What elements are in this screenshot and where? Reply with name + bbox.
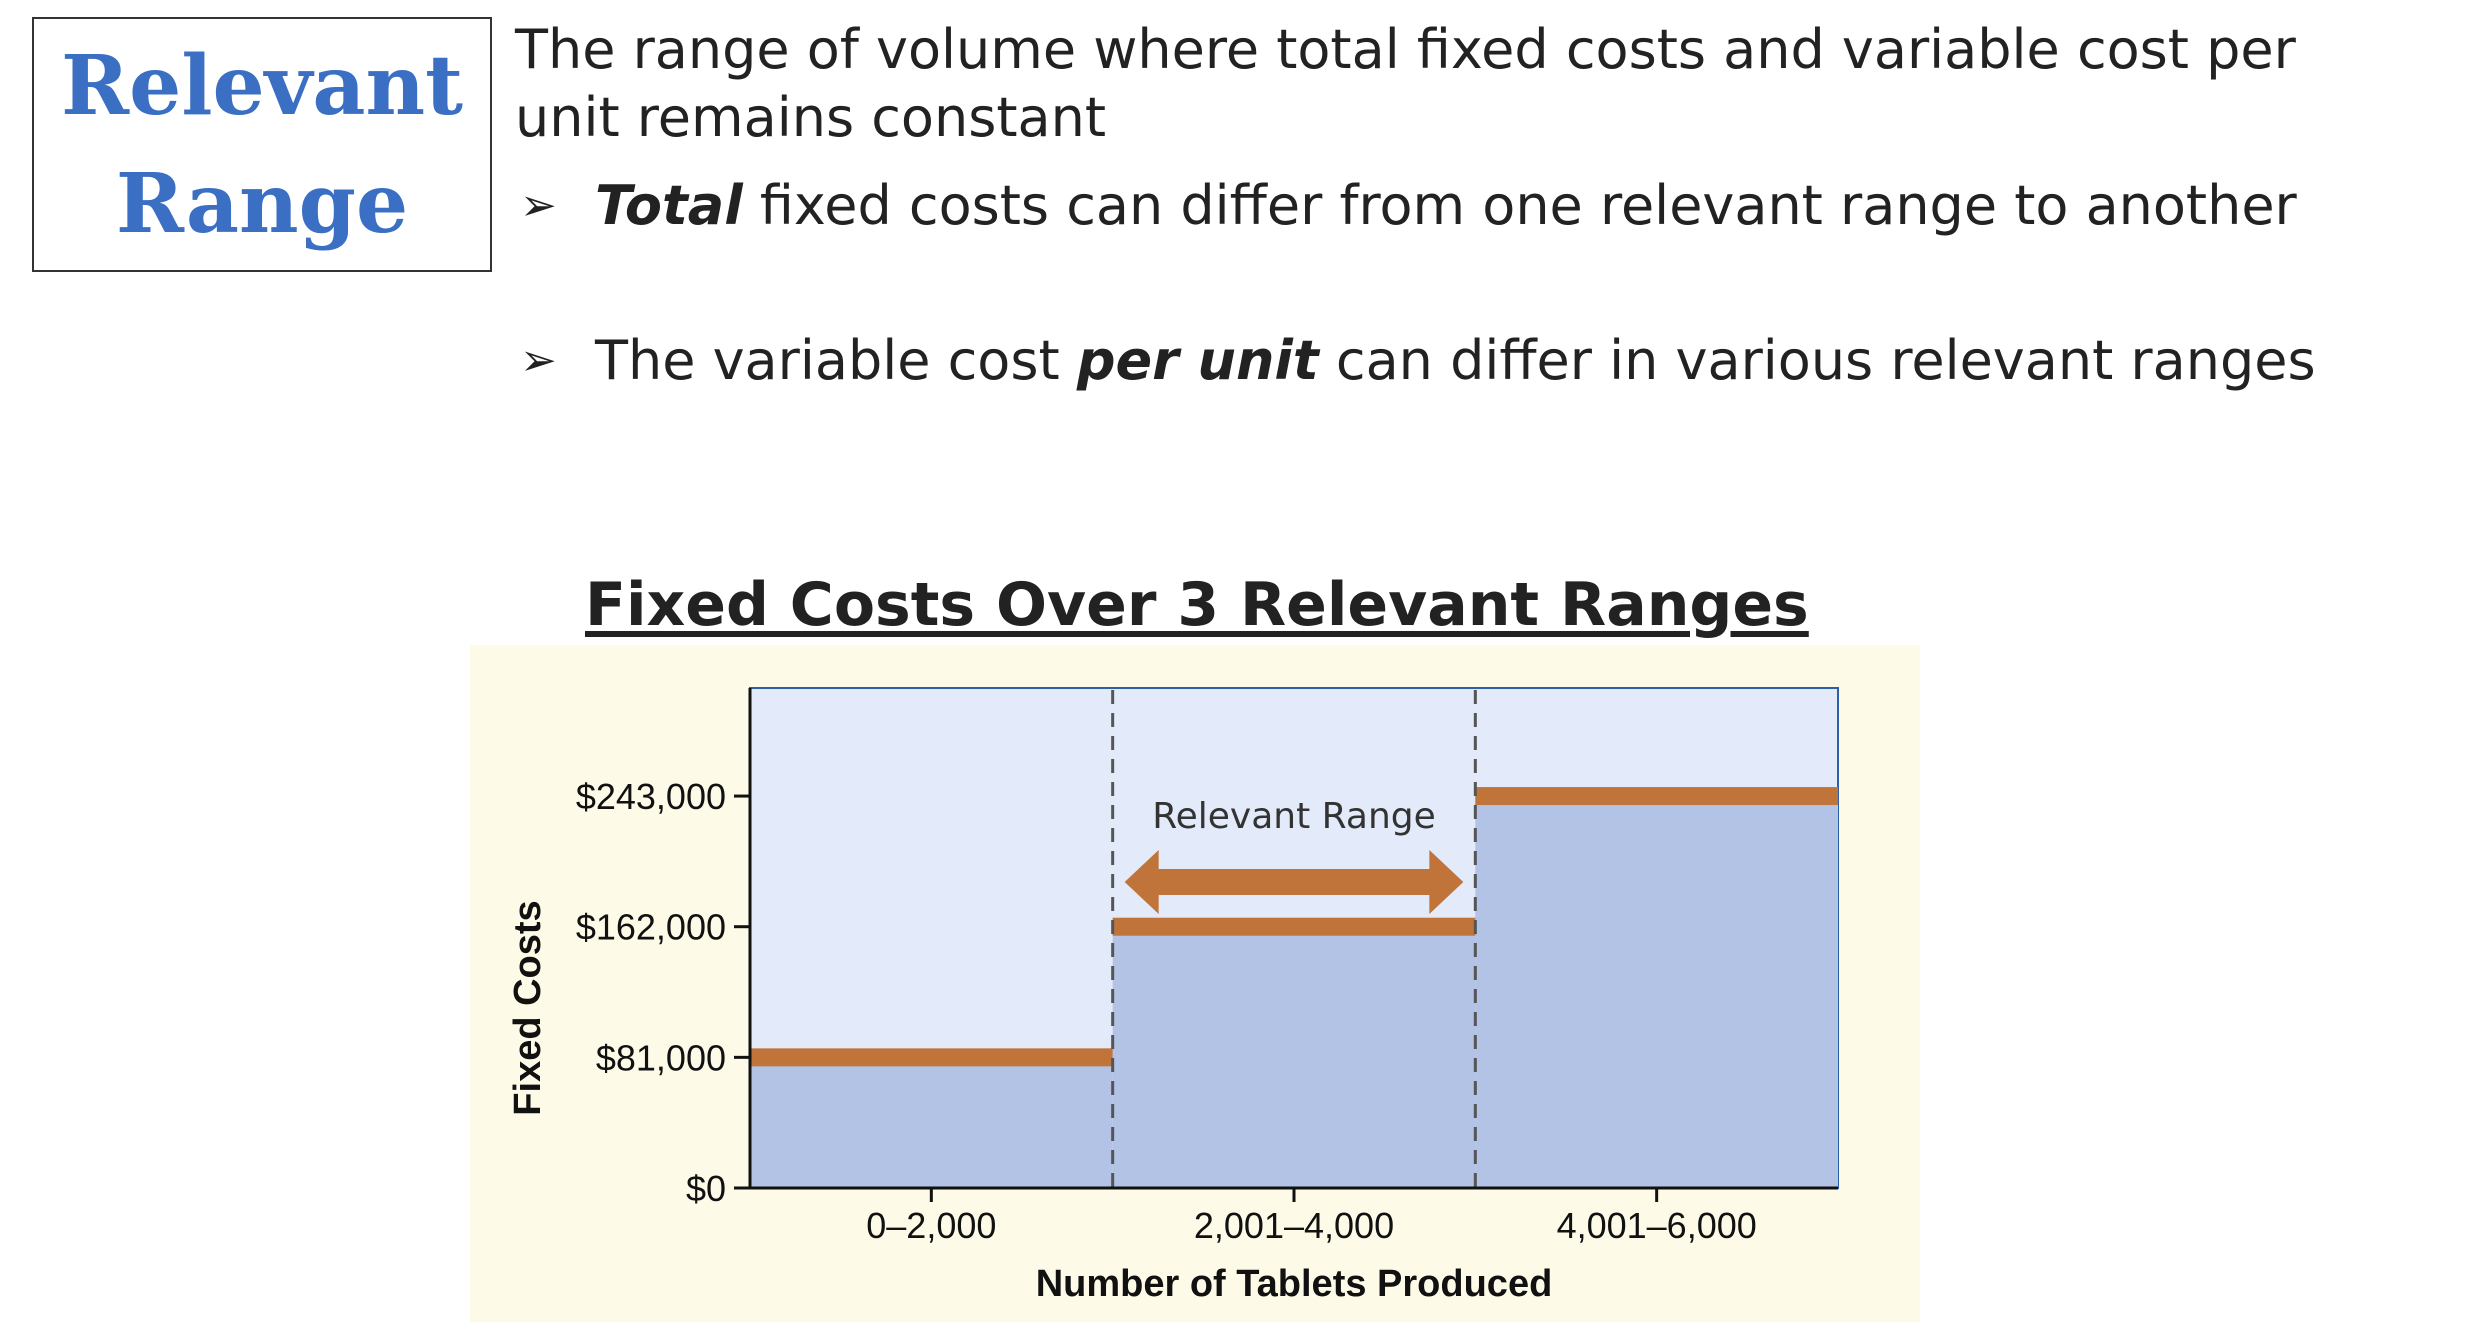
bullet-emphasis: Total: [595, 174, 743, 237]
slide-title-box: Relevant Range: [32, 17, 492, 272]
fixed-cost-level-line: [750, 1048, 1113, 1067]
bullet-rest: can differ in various relevant ranges: [1318, 329, 2316, 392]
slide-title-line-1: Relevant: [61, 37, 463, 134]
y-axis-label: Fixed Costs: [507, 900, 549, 1115]
chart-title: Fixed Costs Over 3 Relevant Ranges: [585, 570, 1809, 640]
y-tick-label: $0: [686, 1168, 726, 1209]
bullet-emphasis: per unit: [1076, 329, 1319, 392]
cost-step-fill: [1475, 796, 1838, 1188]
y-tick-label: $243,000: [576, 776, 726, 817]
bullet-text: The variable cost per unit can differ in…: [595, 327, 2380, 395]
x-tick-label: 0–2,000: [866, 1205, 996, 1246]
x-tick-label: 4,001–6,000: [1557, 1205, 1757, 1246]
x-axis-label: Number of Tablets Produced: [1036, 1263, 1553, 1305]
arrow-bullet-icon: ➢: [520, 180, 557, 231]
bullet-before: The variable cost: [595, 329, 1077, 392]
slide-title-line-2: Range: [115, 155, 409, 252]
bullet-text: Total fixed costs can differ from one re…: [595, 172, 2380, 240]
definition-text: The range of volume where total fixed co…: [515, 18, 2296, 149]
relevant-range-annotation: Relevant Range: [1152, 796, 1436, 837]
bullet-rest: fixed costs can differ from one relevant…: [742, 174, 2297, 237]
y-tick-label: $162,000: [576, 907, 726, 948]
arrow-bullet-icon: ➢: [520, 335, 557, 386]
fixed-cost-level-line: [1112, 917, 1476, 936]
bullet-item-total-fixed-costs: ➢ Total fixed costs can differ from one …: [520, 172, 2380, 240]
cost-step-fill: [750, 1057, 1113, 1188]
double-arrow-icon: [1124, 850, 1464, 914]
fixed-cost-level-line: [1475, 787, 1838, 806]
bullet-item-variable-cost-per-unit: ➢ The variable cost per unit can differ …: [520, 327, 2380, 395]
x-tick-label: 2,001–4,000: [1194, 1205, 1394, 1246]
cost-step-fill: [1112, 926, 1476, 1188]
y-tick-label: $81,000: [596, 1037, 726, 1078]
